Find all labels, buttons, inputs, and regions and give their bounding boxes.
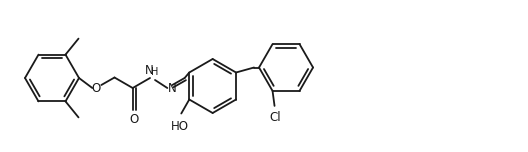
Text: N: N — [168, 81, 177, 95]
Text: Cl: Cl — [270, 111, 281, 124]
Text: O: O — [129, 113, 139, 126]
Text: N: N — [145, 64, 154, 77]
Text: HO: HO — [171, 119, 189, 133]
Text: O: O — [92, 81, 101, 95]
Text: H: H — [151, 67, 158, 77]
